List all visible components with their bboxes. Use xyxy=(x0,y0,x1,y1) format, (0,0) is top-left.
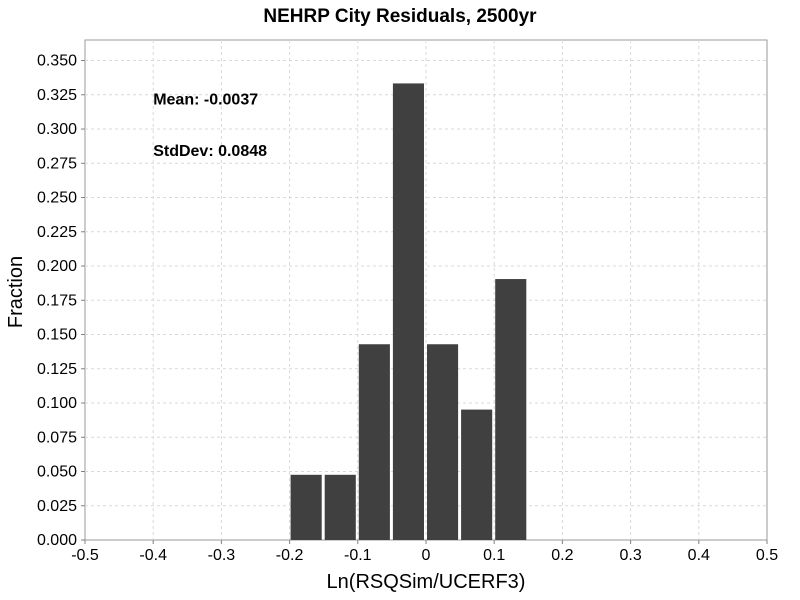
histogram-bar-3 xyxy=(392,83,424,541)
x-tick-label: -0.4 xyxy=(139,547,167,564)
y-tick-label: 0.325 xyxy=(37,87,77,104)
y-tick-label: 0.075 xyxy=(37,429,77,446)
x-tick-label: -0.2 xyxy=(276,547,304,564)
y-tick-label: 0.350 xyxy=(37,53,77,70)
x-tick-label: 0.5 xyxy=(756,547,778,564)
y-tick-label: 0.250 xyxy=(37,190,77,207)
y-axis-label: Fraction xyxy=(5,256,27,328)
x-tick-label: 0.4 xyxy=(688,547,710,564)
y-tick-label: 0.125 xyxy=(37,361,77,378)
y-tick-label: 0.175 xyxy=(37,292,77,309)
x-tick-label: 0.3 xyxy=(619,547,641,564)
histogram-bar-2 xyxy=(358,344,390,540)
histogram-bar-0 xyxy=(290,474,322,540)
x-tick-label: 0.1 xyxy=(483,547,505,564)
bars-layer xyxy=(290,83,527,541)
grid-layer xyxy=(85,40,767,540)
histogram-bar-5 xyxy=(461,409,493,540)
x-tick-label: 0.2 xyxy=(551,547,573,564)
histogram-bar-1 xyxy=(324,474,356,540)
x-tick-label: -0.1 xyxy=(344,547,372,564)
y-tick-label: 0.100 xyxy=(37,395,77,412)
y-axis-ticks: 0.000 0.025 0.050 0.075 0.100 0.125 0.150 0.175… xyxy=(37,53,85,549)
y-tick-label: 0.150 xyxy=(37,327,77,344)
y-tick-label: 0.050 xyxy=(37,464,77,481)
y-tick-label: 0.200 xyxy=(37,258,77,275)
x-tick-label: 0 xyxy=(422,547,431,564)
y-tick-label: 0.025 xyxy=(37,498,77,515)
x-axis-label: Ln(RSQSim/UCERF3) xyxy=(327,571,526,593)
y-tick-label: 0.275 xyxy=(37,155,77,172)
mean-annotation: Mean: -0.0037 xyxy=(153,91,258,108)
x-tick-label: -0.5 xyxy=(71,547,99,564)
y-tick-label: 0.300 xyxy=(37,121,77,138)
stddev-annotation: StdDev: 0.0848 xyxy=(153,143,267,160)
x-tick-label: -0.3 xyxy=(208,547,236,564)
histogram-bar-6 xyxy=(495,279,527,540)
chart-title: NEHRP City Residuals, 2500yr xyxy=(263,6,537,27)
histogram-bar-4 xyxy=(427,344,459,540)
y-tick-label: 0.000 xyxy=(37,532,77,549)
x-axis-ticks: -0.5 -0.4 -0.3 -0.2 -0.1 0 0.1 0.2 0.3 0.4 0.5 xyxy=(71,540,778,564)
annotations-layer: Mean: -0.0037 StdDev: 0.0848 xyxy=(153,91,267,159)
y-tick-label: 0.225 xyxy=(37,224,77,241)
